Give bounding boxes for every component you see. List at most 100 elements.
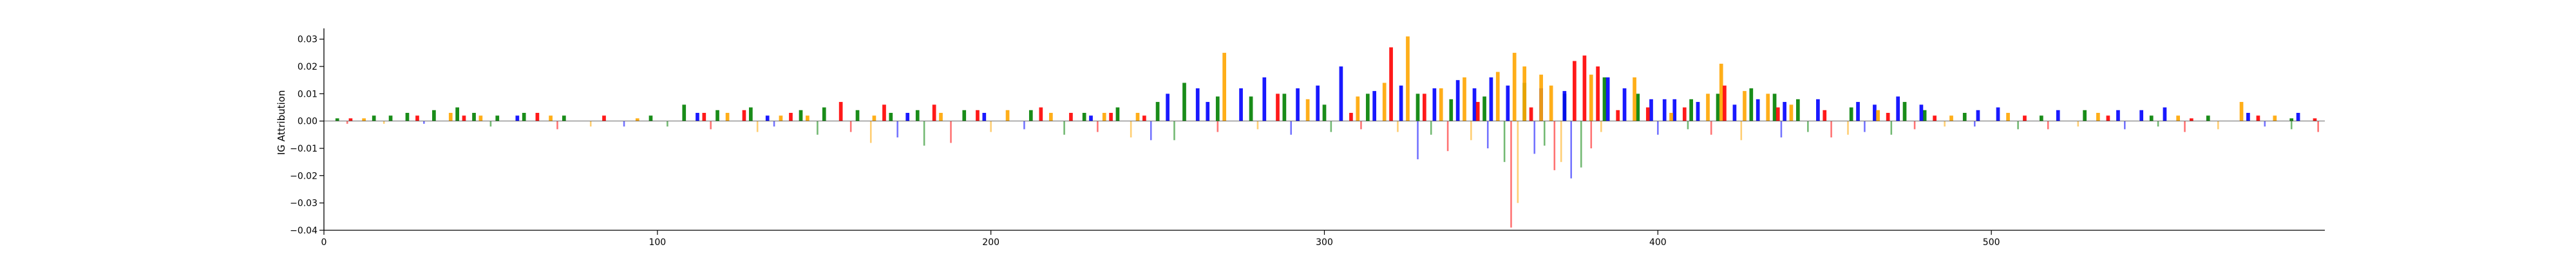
- negative-attribution-glyph: [1023, 121, 1025, 130]
- logo-letter-a: [822, 107, 826, 121]
- logo-letter-t: [2256, 115, 2260, 121]
- logo-letter-a: [1795, 99, 1800, 121]
- logo-letter-c: [1662, 99, 1667, 121]
- logo-letter-t: [415, 115, 419, 121]
- logo-letter-g: [1382, 83, 1387, 121]
- logo-letter-g: [1005, 110, 1010, 121]
- y-tick-label: 0.03: [298, 35, 317, 45]
- logo-letter-a: [682, 104, 687, 121]
- negative-attribution-glyph: [1710, 121, 1712, 135]
- logo-letter-a: [1282, 94, 1287, 121]
- negative-attribution-glyph: [1570, 121, 1572, 179]
- logo-letter-c: [1262, 77, 1267, 121]
- logo-letter-c: [1166, 94, 1170, 121]
- logo-letter-t: [1582, 55, 1587, 121]
- logo-letter-t: [1069, 112, 1073, 121]
- logo-letter-a: [2083, 110, 2087, 121]
- negative-attribution-glyph: [2184, 121, 2186, 132]
- logo-letter-a: [562, 115, 566, 121]
- x-tick-label: 500: [1983, 237, 2000, 248]
- y-tick-label: 0.02: [298, 62, 317, 72]
- logo-letter-c: [1919, 104, 1924, 121]
- logo-letter-a: [372, 115, 376, 121]
- logo-letter-g: [2273, 115, 2277, 121]
- logo-letter-a: [1749, 88, 1754, 121]
- y-tick-label: −0.04: [290, 226, 317, 236]
- logo-letter-a: [455, 107, 459, 121]
- logo-letter-c: [1316, 85, 1320, 121]
- logo-letter-g: [1589, 74, 1593, 121]
- negative-attribution-glyph: [773, 121, 775, 127]
- logo-letter-g: [1522, 66, 1527, 121]
- logo-letter-a: [1028, 110, 1033, 121]
- y-tick-label: −0.01: [290, 144, 317, 154]
- logo-letter-c: [1976, 110, 1980, 121]
- logo-letter-g: [872, 115, 876, 121]
- negative-attribution-glyph: [1360, 121, 1362, 130]
- logo-letter-t: [1682, 107, 1687, 121]
- negative-attribution-glyph: [1397, 121, 1399, 132]
- logo-letter-g: [1439, 88, 1443, 121]
- logo-letter-c: [1472, 88, 1477, 121]
- negative-attribution-glyph: [1553, 121, 1556, 170]
- negative-attribution-glyph: [1173, 121, 1175, 141]
- logo-letter-c: [2056, 110, 2060, 121]
- negative-attribution-glyph: [896, 121, 898, 138]
- logo-letter-t: [2023, 115, 2027, 121]
- negative-attribution-glyph: [1446, 121, 1449, 152]
- logo-letter-a: [2039, 115, 2043, 121]
- logo-letter-c: [1783, 102, 1786, 121]
- logo-letter-a: [2206, 115, 2210, 121]
- negative-attribution-glyph: [1510, 121, 1512, 228]
- logo-letter-c: [765, 115, 770, 121]
- logo-letter-c: [515, 115, 520, 121]
- negative-attribution-glyph: [2217, 121, 2219, 130]
- logo-letter-c: [2139, 110, 2144, 121]
- logo-letter-a: [1322, 104, 1327, 121]
- logo-letter-a: [1772, 94, 1777, 121]
- logo-letter-g: [779, 115, 783, 121]
- logo-letter-t: [789, 112, 793, 121]
- logo-letter-a: [2149, 115, 2154, 121]
- logo-letter-a: [432, 110, 436, 121]
- logo-letter-a: [1482, 96, 1486, 121]
- logo-letter-t: [1776, 107, 1780, 121]
- negative-attribution-glyph: [1890, 121, 1893, 135]
- logo-letter-t: [1475, 102, 1480, 121]
- negative-attribution-glyph: [1560, 121, 1562, 163]
- negative-attribution-glyph: [1063, 121, 1065, 135]
- logo-letter-a: [1365, 94, 1370, 121]
- logo-letter-g: [1463, 77, 1466, 121]
- logo-letter-t: [602, 115, 606, 121]
- negative-attribution-glyph: [990, 121, 992, 132]
- negative-attribution-glyph: [1600, 121, 1602, 132]
- negative-attribution-glyph: [2047, 121, 2049, 130]
- logo-letter-g: [635, 118, 639, 121]
- logo-letter-a: [799, 110, 803, 121]
- logo-letter-c: [1816, 99, 1820, 121]
- negative-attribution-glyph: [1740, 121, 1743, 141]
- logo-letter-g: [1406, 36, 1410, 121]
- logo-letter-c: [982, 112, 987, 121]
- negative-attribution-glyph: [1864, 121, 1866, 132]
- negative-attribution-glyph: [2264, 121, 2266, 127]
- logo-letter-t: [702, 112, 706, 121]
- negative-attribution-glyph: [1417, 121, 1419, 159]
- logo-letter-t: [882, 104, 886, 121]
- x-axis: 0 100 200 300 400 500: [321, 230, 2325, 248]
- logo-letter-g: [1706, 94, 1710, 121]
- logo-letter-a: [1922, 110, 1927, 121]
- negative-attribution-glyph: [2157, 121, 2159, 127]
- logo-letter-a: [855, 110, 860, 121]
- logo-letter-a: [495, 115, 500, 121]
- logo-letter-t: [1389, 47, 1393, 121]
- negative-attribution-glyph: [383, 121, 385, 124]
- y-tick-label: −0.03: [290, 199, 317, 209]
- negative-attribution-glyph: [1256, 121, 1259, 130]
- y-tick-label: −0.02: [290, 171, 317, 181]
- logo-letter-g: [1305, 99, 1310, 121]
- logo-letter-a: [1215, 96, 1220, 121]
- negative-attribution-glyph: [817, 121, 819, 135]
- logo-letter-c: [1856, 102, 1860, 121]
- logo-letter-a: [915, 110, 920, 121]
